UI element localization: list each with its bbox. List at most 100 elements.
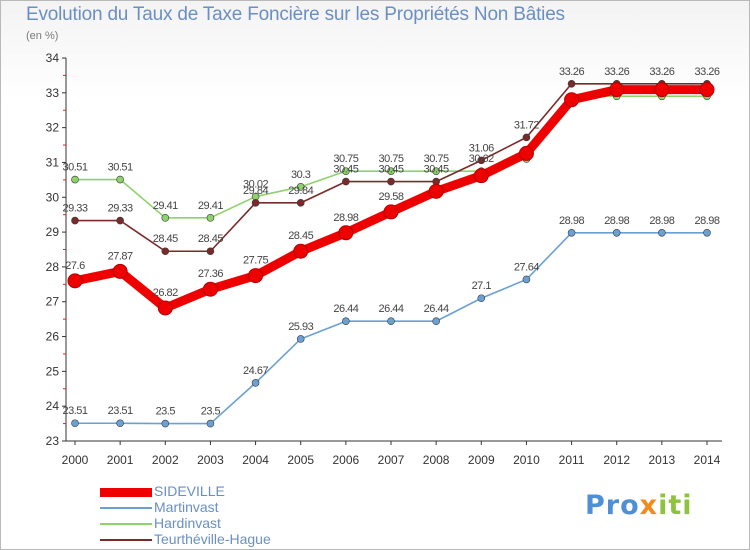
chart-title: Evolution du Taux de Taxe Foncière sur l… [26,4,565,25]
data-point-teurtheville-hague [206,247,215,256]
y-tick-label: 30 [46,190,60,204]
y-tick-label: 27 [46,295,60,309]
data-point-hardinvast [296,183,305,191]
data-label-martinvast: 28.98 [604,215,629,227]
x-tick-label: 2004 [242,453,269,467]
data-point-martinvast [161,419,170,428]
legend-label-sideville: SIDEVILLE [154,483,225,499]
data-label-martinvast: 23.5 [156,406,176,418]
data-point-hardinvast [432,167,440,175]
x-tick-label: 2013 [649,453,676,467]
data-label-martinvast: 24.67 [243,365,268,377]
legend-label-teurtheville-hague: Teurthéville-Hague [154,531,271,547]
data-point-teurtheville-hague [116,216,124,225]
data-point-sideville [112,263,128,279]
y-tick-label: 32 [46,121,60,135]
x-tick-label: 2014 [694,453,721,467]
data-point-martinvast [296,335,305,343]
series-line-martinvast [74,231,708,425]
data-label-hardinvast: 30.62 [469,153,494,165]
data-label-sideville: 26.82 [153,287,178,299]
y-tick-label: 29 [46,225,60,239]
data-point-sideville [338,225,354,241]
data-label-sideville: 27.36 [198,268,223,280]
data-label-martinvast: 23.51 [108,405,133,417]
data-point-martinvast [342,317,350,326]
data-label-martinvast: 26.44 [378,303,403,315]
data-label-teurtheville-hague: 33.26 [694,66,719,78]
data-point-teurtheville-hague [477,156,486,165]
legend-swatch-martinvast [100,507,152,509]
y-tick-label: 23 [46,434,60,448]
data-point-sideville [564,92,580,108]
data-point-teurtheville-hague [567,79,576,88]
logo-part-3: iti [658,490,693,521]
y-tick-label: 34 [46,51,60,65]
x-tick-label: 2003 [197,453,224,467]
data-point-martinvast [387,317,395,326]
data-point-hardinvast [387,167,395,175]
data-point-martinvast [206,419,215,428]
data-point-teurtheville-hague [161,247,170,256]
data-label-sideville: 28.98 [333,212,358,224]
x-tick-label: 2005 [287,453,314,467]
y-tick-label: 26 [46,330,60,344]
data-label-sideville: 29.58 [378,191,403,203]
proxiti-logo: Proxiti [585,490,693,521]
x-tick-label: 2012 [603,453,630,467]
y-tick-label: 25 [46,364,60,378]
x-tick-label: 2009 [468,453,495,467]
x-tick-label: 2006 [333,453,360,467]
data-label-hardinvast: 30.3 [291,169,311,181]
data-point-sideville [157,300,173,316]
data-label-hardinvast: 30.75 [333,153,358,165]
x-tick-label: 2001 [107,453,134,467]
data-label-teurtheville-hague: 30.45 [333,164,358,176]
data-label-martinvast: 25.93 [288,321,313,333]
x-tick-label: 2002 [152,453,179,467]
data-label-martinvast: 28.98 [649,215,674,227]
logo-part-2: x [639,490,659,521]
data-label-sideville: 27.6 [65,260,85,272]
data-point-martinvast [116,419,124,428]
legend-swatch-sideville [100,488,152,497]
data-label-martinvast: 27.64 [514,261,539,273]
x-tick-label: 2011 [559,453,585,467]
data-point-sideville [699,82,715,98]
y-tick-label: 28 [46,260,60,274]
y-tick-label: 31 [46,155,60,169]
data-label-teurtheville-hague: 33.26 [604,66,629,78]
data-point-hardinvast [116,175,124,184]
data-point-martinvast [432,317,440,326]
data-point-sideville [518,145,534,161]
data-label-teurtheville-hague: 29.33 [62,203,87,215]
x-tick-label: 2010 [513,453,540,467]
data-point-sideville [428,183,444,199]
data-point-teurtheville-hague [251,199,260,207]
data-label-teurtheville-hague: 28.45 [153,233,178,245]
data-point-sideville [202,281,218,297]
data-label-hardinvast: 30.75 [424,153,449,165]
data-point-teurtheville-hague [387,177,395,186]
data-point-teurtheville-hague [342,177,350,186]
data-point-sideville [473,168,489,184]
data-label-hardinvast: 30.02 [243,179,268,191]
data-point-martinvast [477,294,486,303]
data-point-martinvast [522,275,531,284]
logo-part-1: Pro [585,490,640,521]
data-label-martinvast: 28.98 [559,215,584,227]
data-point-martinvast [703,228,711,237]
data-label-hardinvast: 29.41 [198,200,223,212]
y-axis-unit: (en %) [26,30,59,42]
data-label-hardinvast: 30.51 [62,162,87,174]
data-label-martinvast: 28.98 [694,215,719,227]
data-point-martinvast [251,379,260,387]
data-point-sideville [654,82,670,98]
data-label-teurtheville-hague: 31.72 [514,119,539,131]
data-label-teurtheville-hague: 31.06 [469,142,494,154]
legend-label-hardinvast: Hardinvast [154,515,221,531]
y-tick-label: 33 [46,86,60,100]
data-point-sideville [67,273,83,289]
data-point-martinvast [658,228,666,237]
data-label-hardinvast: 30.75 [378,153,403,165]
